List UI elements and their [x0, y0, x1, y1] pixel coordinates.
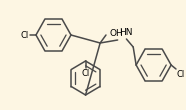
- Text: Cl: Cl: [81, 69, 90, 78]
- Text: Cl: Cl: [177, 70, 185, 79]
- Text: OH: OH: [110, 28, 124, 38]
- Text: HN: HN: [120, 28, 133, 37]
- Text: Cl: Cl: [21, 30, 29, 39]
